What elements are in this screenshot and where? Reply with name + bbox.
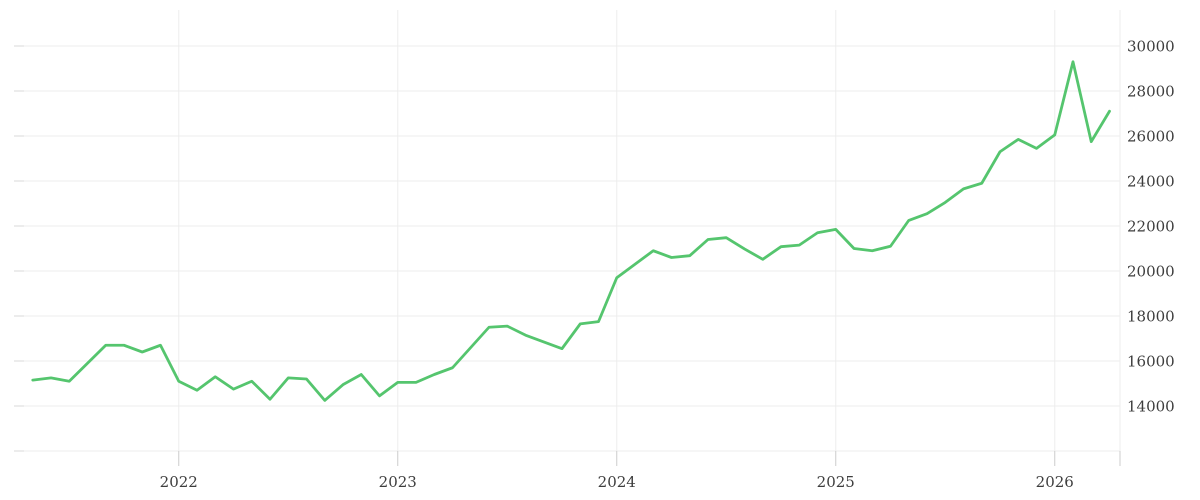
y-axis-label: 22000	[1127, 218, 1175, 236]
x-axis-label: 2022	[160, 473, 198, 491]
y-axis-label: 18000	[1127, 308, 1175, 326]
y-axis-label: 26000	[1127, 128, 1175, 146]
x-axis-label: 2024	[598, 473, 636, 491]
y-axis-label: 28000	[1127, 83, 1175, 101]
x-axis-label: 2026	[1036, 473, 1074, 491]
y-axis-label: 16000	[1127, 353, 1175, 371]
y-axis-label: 20000	[1127, 263, 1175, 281]
x-axis-label: 2025	[817, 473, 855, 491]
x-axis-label: 2023	[379, 473, 417, 491]
y-axis-label: 30000	[1127, 38, 1175, 56]
y-axis-label: 14000	[1127, 398, 1175, 416]
price-line	[31, 60, 1111, 402]
y-axis-label: 24000	[1127, 173, 1175, 191]
